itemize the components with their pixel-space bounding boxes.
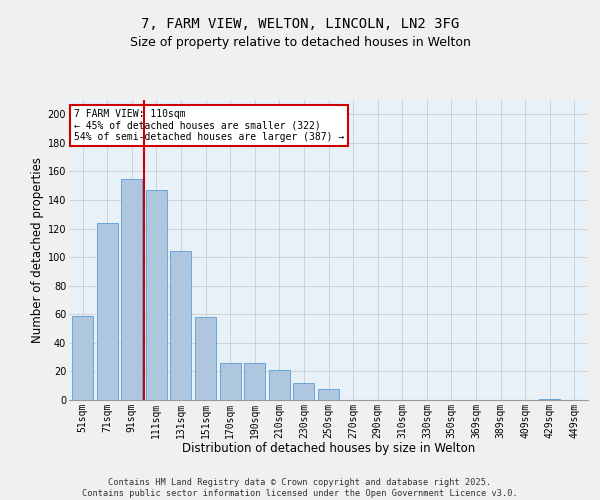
Bar bbox=[146, 190, 167, 400]
Text: 7, FARM VIEW, WELTON, LINCOLN, LN2 3FG: 7, FARM VIEW, WELTON, LINCOLN, LN2 3FG bbox=[141, 18, 459, 32]
X-axis label: Distribution of detached houses by size in Welton: Distribution of detached houses by size … bbox=[182, 442, 475, 455]
Bar bbox=[269, 370, 290, 400]
Y-axis label: Number of detached properties: Number of detached properties bbox=[31, 157, 44, 343]
Bar bbox=[539, 398, 560, 400]
Bar bbox=[170, 252, 191, 400]
Bar bbox=[244, 363, 265, 400]
Bar bbox=[121, 178, 142, 400]
Text: Size of property relative to detached houses in Welton: Size of property relative to detached ho… bbox=[130, 36, 470, 49]
Bar bbox=[293, 383, 314, 400]
Bar bbox=[318, 388, 339, 400]
Text: 7 FARM VIEW: 110sqm
← 45% of detached houses are smaller (322)
54% of semi-detac: 7 FARM VIEW: 110sqm ← 45% of detached ho… bbox=[74, 109, 344, 142]
Bar bbox=[72, 316, 93, 400]
Text: Contains HM Land Registry data © Crown copyright and database right 2025.
Contai: Contains HM Land Registry data © Crown c… bbox=[82, 478, 518, 498]
Bar bbox=[220, 363, 241, 400]
Bar bbox=[195, 317, 216, 400]
Bar bbox=[97, 223, 118, 400]
